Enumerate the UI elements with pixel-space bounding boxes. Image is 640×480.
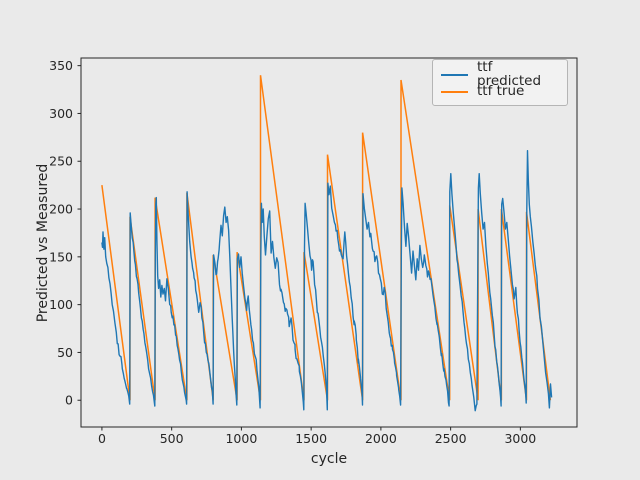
x-tick-label: 1000 [225, 431, 257, 446]
x-tick-label: 3000 [504, 431, 536, 446]
true-line-swatch [441, 91, 468, 93]
axes-frame [80, 57, 578, 428]
x-tick-label: 1500 [295, 431, 327, 446]
legend-label-true: ttf true [477, 83, 525, 100]
ttf-predicted-line [101, 150, 553, 412]
y-axis-label: Predicted vs Measured [35, 163, 51, 323]
legend: ttf predicted ttf true [432, 59, 568, 106]
x-tick-label: 2000 [365, 431, 397, 446]
y-tick-label: 250 [49, 154, 73, 169]
legend-entry-predicted: ttf predicted [441, 60, 559, 87]
y-tick-label: 300 [49, 106, 73, 121]
y-tick-label: 50 [57, 345, 73, 360]
legend-entry-true: ttf true [441, 84, 559, 100]
legend-label-predicted: ttf predicted [477, 59, 542, 89]
y-tick-label: 100 [49, 297, 73, 312]
x-tick-label: 500 [160, 431, 184, 446]
x-tick-label: 0 [98, 431, 106, 446]
y-tick-label: 200 [49, 202, 73, 217]
y-tick-label: 150 [49, 249, 73, 264]
y-tick-label: 0 [65, 393, 73, 408]
x-axis-label: cycle [310, 451, 348, 467]
y-tick-label: 350 [49, 58, 73, 73]
x-tick-label: 2500 [435, 431, 467, 446]
ttf-true-line [101, 75, 552, 401]
predicted-line-swatch [441, 73, 468, 76]
